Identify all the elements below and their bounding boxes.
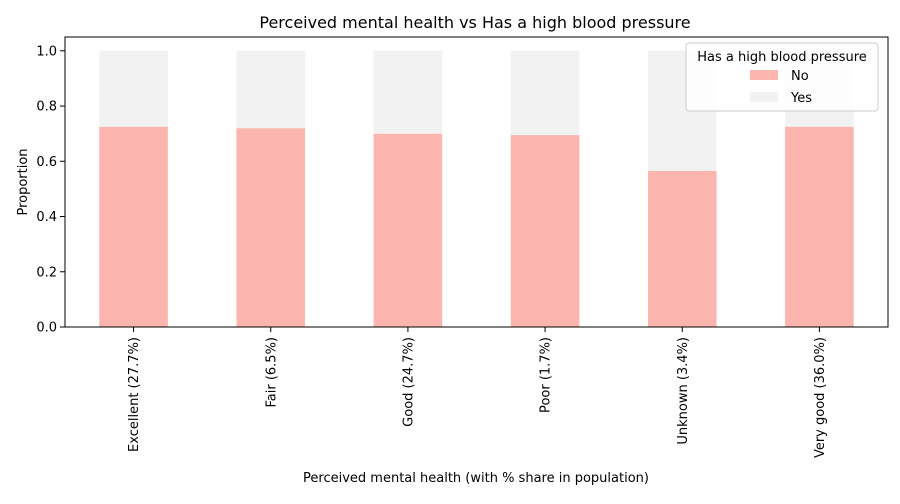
y-axis: 0.0 0.2 0.4 0.6 0.8 1.0 xyxy=(36,44,65,336)
x-tick-label: Poor (1.7%) xyxy=(539,337,554,413)
bar-no-0 xyxy=(99,126,168,327)
bar-yes-2 xyxy=(373,50,443,134)
x-tick-label: Fair (6.5%) xyxy=(264,337,279,408)
chart-title: Perceived mental health vs Has a high bl… xyxy=(259,13,690,32)
x-tick-label: Very good (36.0%) xyxy=(813,337,828,458)
y-tick-label: 0.4 xyxy=(36,210,57,225)
bar-no-4 xyxy=(647,170,717,327)
y-tick-label: 0.8 xyxy=(36,100,57,115)
bar-yes-0 xyxy=(99,50,168,127)
y-tick-label: 0.2 xyxy=(36,265,57,280)
x-tick-label: Unknown (3.4%) xyxy=(676,337,691,445)
y-tick-label: 0.6 xyxy=(36,155,57,170)
x-axis: Excellent (27.7%) Fair (6.5%) Good (24.7%)… xyxy=(127,327,828,458)
y-tick-label: 1.0 xyxy=(36,44,57,59)
bars-layer xyxy=(99,50,854,327)
legend: Has a high blood pressure No Yes xyxy=(685,42,879,112)
y-tick-label: 0.0 xyxy=(36,321,57,336)
x-axis-label: Perceived mental health (with % share in… xyxy=(303,471,649,486)
legend-box xyxy=(685,42,879,112)
x-tick-label: Excellent (27.7%) xyxy=(127,337,142,452)
plot-frame xyxy=(64,36,889,328)
x-tick-label: Good (24.7%) xyxy=(401,337,416,427)
bar-no-2 xyxy=(373,133,443,327)
legend-label-yes: Yes xyxy=(790,91,812,106)
bar-yes-1 xyxy=(236,50,306,129)
bar-no-5 xyxy=(785,126,854,327)
bar-yes-3 xyxy=(510,50,580,136)
legend-swatch-no xyxy=(750,70,778,80)
legend-entries: No Yes xyxy=(750,69,812,106)
legend-swatch-yes xyxy=(750,92,778,102)
bar-no-1 xyxy=(236,128,306,327)
legend-title: Has a high blood pressure xyxy=(697,50,867,65)
bar-no-3 xyxy=(510,135,580,327)
y-axis-label: Proportion xyxy=(16,148,31,215)
legend-label-no: No xyxy=(791,69,809,84)
